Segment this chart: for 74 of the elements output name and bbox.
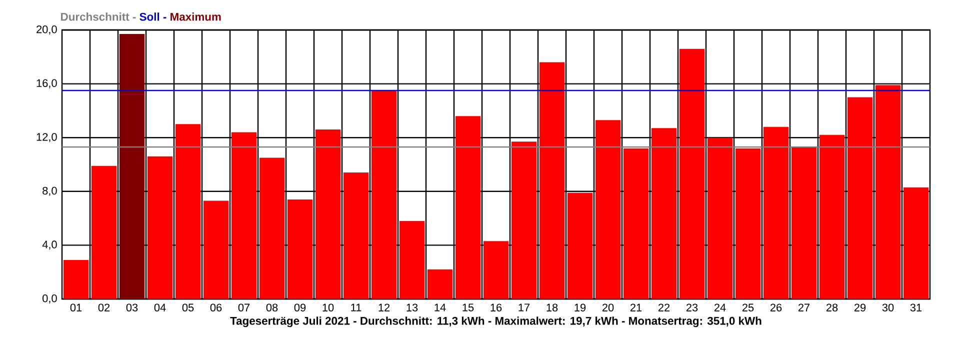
x-tick-label: 31 xyxy=(910,304,922,312)
bar xyxy=(707,138,733,299)
x-tick-label: 04 xyxy=(154,304,166,312)
bar xyxy=(231,132,257,299)
x-tick-label: 06 xyxy=(210,304,222,312)
x-tick-label: 11 xyxy=(351,304,362,312)
x-tick-label: 07 xyxy=(238,304,250,312)
bar xyxy=(847,97,873,299)
x-tick-label: 27 xyxy=(798,304,810,312)
bar xyxy=(259,158,285,299)
y-tick-label: 20,0 xyxy=(36,25,57,35)
y-tick-label: 16,0 xyxy=(36,79,57,88)
bar xyxy=(763,126,789,299)
bar xyxy=(455,116,481,299)
x-tick-label: 30 xyxy=(882,304,894,312)
x-tick-label: 29 xyxy=(854,304,866,312)
y-tick-label: 4,0 xyxy=(42,240,57,250)
x-tick-label: 25 xyxy=(742,304,754,312)
x-tick-label: 20 xyxy=(602,304,614,312)
x-tick-label: 16 xyxy=(490,304,502,312)
y-tick-label: 0,0 xyxy=(42,294,57,304)
x-tick-label: 05 xyxy=(182,304,194,312)
bar xyxy=(371,90,397,299)
x-tick-label: 03 xyxy=(126,304,138,312)
bar xyxy=(287,199,313,299)
bar xyxy=(735,148,761,299)
x-tick-label: 26 xyxy=(770,304,782,312)
x-tick-label: 09 xyxy=(294,304,306,312)
bar xyxy=(91,166,117,299)
x-tick-label: 17 xyxy=(518,304,530,312)
x-tick-label: 18 xyxy=(546,304,558,312)
x-tick-label: 15 xyxy=(462,304,474,312)
x-tick-label: 23 xyxy=(686,304,698,312)
bar xyxy=(819,134,845,299)
x-axis-title: Tageserträge Juli 2021 - Durchschnitt: 11,3 kWh - Maximalwert: 19,7 kWh - Monatsertrag: 351,0 kWh xyxy=(230,316,762,328)
x-tick-label: 02 xyxy=(98,304,110,312)
x-tick-label: 01 xyxy=(70,304,82,312)
bar xyxy=(679,48,705,299)
bar xyxy=(343,172,369,299)
bar xyxy=(595,120,621,299)
bar xyxy=(875,85,901,299)
x-tick-label: 13 xyxy=(406,304,418,312)
x-tick-label: 14 xyxy=(434,304,446,312)
x-tick-label: 21 xyxy=(630,304,642,312)
bar xyxy=(903,187,929,299)
bar xyxy=(427,269,453,299)
x-tick-label: 22 xyxy=(658,304,670,312)
text: - xyxy=(163,17,166,18)
bar xyxy=(623,148,649,299)
text: Maximum xyxy=(170,12,221,21)
x-tick-label: 24 xyxy=(714,304,726,312)
bar xyxy=(399,220,425,299)
y-tick-label: 12,0 xyxy=(36,133,57,142)
bar xyxy=(203,200,229,299)
x-tick-label: 08 xyxy=(266,304,278,312)
bar xyxy=(539,62,565,299)
bar xyxy=(567,192,593,299)
bar xyxy=(483,241,509,299)
bar xyxy=(147,156,173,299)
ref-line-label: Durchschnitt xyxy=(61,12,130,21)
x-tick-label: 12 xyxy=(378,304,390,312)
bar xyxy=(791,147,817,299)
bar xyxy=(175,124,201,299)
bar xyxy=(119,34,145,299)
text: - xyxy=(132,17,136,18)
y-tick-label: 8,0 xyxy=(42,186,57,196)
x-tick-label: 10 xyxy=(322,304,334,312)
bar xyxy=(651,128,677,299)
x-tick-label: 19 xyxy=(574,304,586,312)
bar xyxy=(63,260,89,299)
bar xyxy=(315,130,341,299)
ref-line-label: Soll xyxy=(140,12,160,21)
bar xyxy=(511,142,537,299)
x-tick-label: 28 xyxy=(826,304,838,312)
